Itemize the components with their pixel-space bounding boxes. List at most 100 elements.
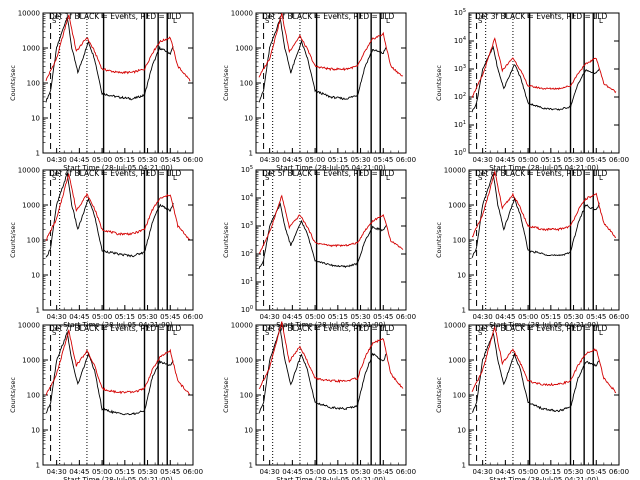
series-lld-line [45, 172, 191, 242]
x-tick-label: 05:45 [160, 468, 180, 476]
plot-frame [468, 12, 620, 154]
x-tick-label: 04:45 [69, 468, 89, 476]
x-tick-label: 04:45 [495, 468, 515, 476]
corner-marker-l: L [599, 17, 603, 25]
series-lld-line [471, 325, 617, 394]
x-tick-label: 04:30 [47, 468, 67, 476]
y-tick-label: 101 [454, 120, 466, 129]
x-tick-label: 05:00 [92, 468, 112, 476]
x-axis-label: Start Time (28-Jul-05 04:21:00) [276, 476, 386, 480]
series-events-line [471, 172, 600, 258]
y-tick-label: 10 [244, 427, 253, 435]
y-tick-label: 1000 [22, 357, 40, 365]
plot-frame [468, 324, 620, 466]
y-axis-label: Counts/sec [435, 65, 443, 101]
corner-marker-l: L [173, 329, 177, 337]
y-axis-label: Counts/sec [9, 65, 17, 101]
corner-marker-l: L [386, 17, 390, 25]
x-tick-label: 06:00 [183, 468, 203, 476]
x-tick-label: 05:45 [160, 156, 180, 164]
x-tick-label: 05:00 [305, 468, 325, 476]
panel-title: Det 7f BLACK = Events, RED = LLD [49, 324, 182, 333]
y-tick-label: 10 [457, 272, 466, 280]
series-lld-line [258, 194, 404, 254]
x-tick-label: 06:00 [396, 156, 416, 164]
corner-marker-l: L [386, 174, 390, 182]
x-tick-label: 04:30 [473, 156, 493, 164]
y-tick-label: 103 [241, 221, 253, 230]
panel-title: Det 3f BLACK = Events, RED = LLD [475, 12, 608, 21]
y-tick-label: 105 [454, 8, 466, 17]
x-tick-label: 05:15 [328, 313, 348, 321]
y-axis-label: Counts/sec [9, 377, 17, 413]
y-tick-label: 100 [454, 148, 466, 157]
y-tick-label: 1000 [22, 45, 40, 53]
x-axis-label: Start Time (28-Jul-05 04:21:00) [276, 164, 386, 172]
x-tick-label: 06:00 [396, 468, 416, 476]
x-tick-label: 05:30 [563, 313, 583, 321]
y-tick-label: 103 [454, 64, 466, 73]
x-tick-label: 05:00 [305, 313, 325, 321]
x-tick-label: 05:45 [373, 156, 393, 164]
panel-title: Det 9f BLACK = Events, RED = LLD [475, 324, 608, 333]
y-tick-label: 1 [462, 307, 466, 315]
corner-marker-l: L [173, 17, 177, 25]
y-tick-label: 1000 [448, 202, 466, 210]
corner-marker-s: S [52, 329, 57, 337]
x-tick-label: 04:45 [495, 313, 515, 321]
x-tick-label: 05:15 [115, 468, 135, 476]
series-lld-line [258, 321, 404, 390]
y-tick-label: 10000 [18, 167, 40, 175]
y-tick-label: 1 [36, 307, 40, 315]
x-tick-label: 06:00 [609, 156, 629, 164]
y-tick-label: 1 [462, 462, 466, 470]
y-tick-label: 10000 [444, 167, 466, 175]
y-tick-label: 102 [241, 249, 253, 258]
y-tick-label: 1000 [22, 202, 40, 210]
x-tick-label: 05:00 [92, 313, 112, 321]
x-tick-label: 04:45 [69, 313, 89, 321]
x-tick-label: 05:45 [586, 313, 606, 321]
x-tick-label: 05:30 [563, 468, 583, 476]
y-tick-label: 100 [240, 392, 253, 400]
y-tick-label: 10000 [231, 322, 253, 330]
x-tick-label: 05:30 [137, 468, 157, 476]
y-tick-label: 10 [31, 115, 40, 123]
y-tick-label: 104 [454, 36, 466, 45]
plot-frame [255, 324, 407, 466]
x-tick-label: 05:30 [350, 313, 370, 321]
x-tick-label: 05:30 [563, 156, 583, 164]
y-tick-label: 101 [241, 277, 253, 286]
y-tick-label: 10000 [444, 322, 466, 330]
x-tick-label: 04:30 [473, 313, 493, 321]
x-tick-label: 05:45 [373, 313, 393, 321]
panel-title: Det 6f BLACK = Events, RED = LLD [475, 169, 608, 178]
series-events-line [258, 202, 387, 270]
y-tick-label: 100 [453, 392, 466, 400]
corner-marker-l: L [599, 329, 603, 337]
y-tick-label: 1 [249, 150, 253, 158]
x-tick-label: 05:45 [160, 313, 180, 321]
panel-title: Det 2f BLACK = Events, RED = LLD [262, 12, 395, 21]
y-tick-label: 10000 [18, 10, 40, 18]
series-lld-line [258, 13, 404, 78]
x-tick-label: 05:15 [328, 156, 348, 164]
plot-frame [255, 169, 407, 311]
x-tick-label: 04:45 [282, 468, 302, 476]
corner-marker-s: S [478, 174, 483, 182]
corner-marker-s: S [478, 17, 483, 25]
series-events-line [258, 18, 387, 103]
x-tick-label: 05:30 [137, 156, 157, 164]
y-tick-label: 1 [36, 462, 40, 470]
y-tick-label: 102 [454, 92, 466, 101]
x-tick-label: 06:00 [609, 468, 629, 476]
series-events-line [258, 327, 387, 414]
panel-title: Det 8f BLACK = Events, RED = LLD [262, 324, 395, 333]
y-tick-label: 10 [244, 115, 253, 123]
y-tick-label: 100 [241, 305, 253, 314]
